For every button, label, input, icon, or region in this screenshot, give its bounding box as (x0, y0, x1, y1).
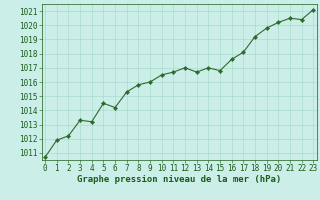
X-axis label: Graphe pression niveau de la mer (hPa): Graphe pression niveau de la mer (hPa) (77, 175, 281, 184)
